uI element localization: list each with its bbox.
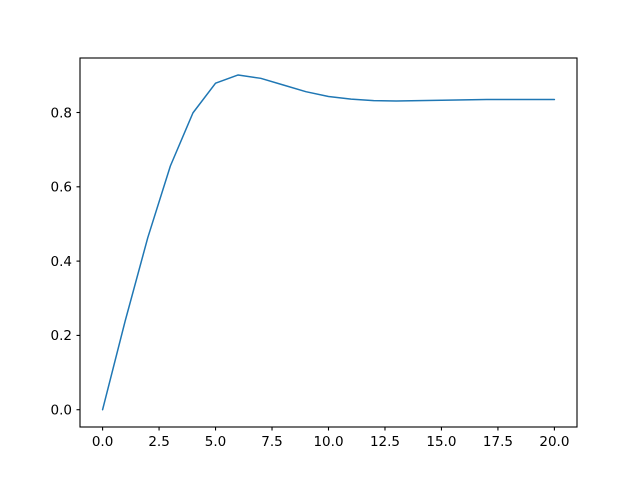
y-tick-label: 0.2 [51, 328, 72, 344]
y-tick-label: 0.8 [51, 105, 72, 121]
x-tick-label: 2.5 [148, 434, 169, 450]
axes-background [80, 58, 577, 427]
x-tick-label: 20.0 [539, 434, 569, 450]
x-axis-ticks: 0.0 2.5 5.0 7.5 10.0 12.5 15.0 17.5 20.0 [92, 427, 569, 450]
data-line-step-response [101, 74, 556, 411]
x-tick-label: 10.0 [313, 434, 343, 450]
x-tick-label: 15.0 [426, 434, 456, 450]
x-tick-label: 7.5 [261, 434, 282, 450]
x-tick-label: 5.0 [205, 434, 226, 450]
y-tick-label: 0.4 [51, 254, 72, 270]
x-tick-label: 17.5 [483, 434, 513, 450]
y-tick-label: 0.0 [51, 403, 72, 419]
x-tick-label: 12.5 [370, 434, 400, 450]
y-tick-label: 0.6 [51, 180, 72, 196]
x-tick-label: 0.0 [92, 434, 113, 450]
y-axis-ticks: 0.0 0.2 0.4 0.6 0.8 [51, 105, 80, 419]
